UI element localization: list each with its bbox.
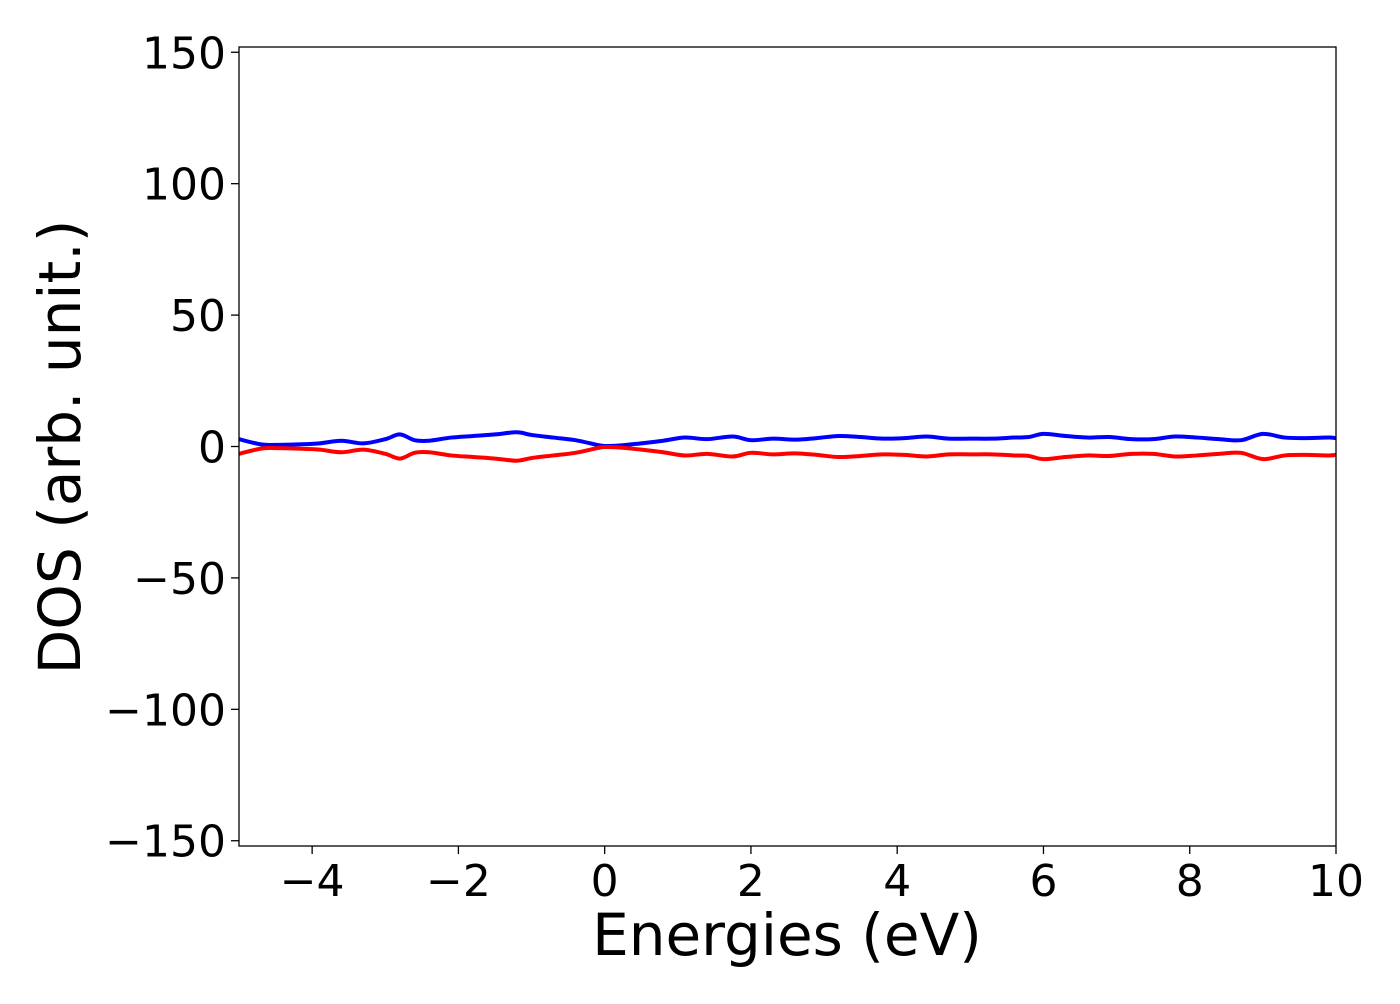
y-tick-label: 150 <box>142 28 226 79</box>
x-tick-label: 0 <box>591 856 619 907</box>
y-axis: 150 100 50 0 −50 −100 −150 <box>105 28 239 868</box>
x-axis-label: Energies (eV) <box>592 901 982 969</box>
x-tick-label: 10 <box>1308 856 1364 907</box>
x-tick-label: 6 <box>1029 856 1057 907</box>
x-tick-label: 8 <box>1176 856 1204 907</box>
series-line-red <box>239 445 1336 463</box>
y-tick-label: −100 <box>105 685 226 736</box>
y-tick-label: 50 <box>170 291 226 342</box>
x-tick-label: −4 <box>280 856 345 907</box>
y-tick-label: 100 <box>142 160 226 211</box>
x-tick-label: −2 <box>426 856 491 907</box>
series-line-blue <box>239 430 1336 448</box>
y-tick-label: −50 <box>133 554 226 605</box>
x-axis: −4 −2 0 2 4 6 8 10 <box>280 846 1364 907</box>
x-tick-label: 2 <box>737 856 765 907</box>
y-axis-label: DOS (arb. unit.) <box>26 220 94 675</box>
y-tick-label: −150 <box>105 817 226 868</box>
series-layer <box>239 430 1336 463</box>
x-tick-label: 4 <box>883 856 911 907</box>
y-tick-label: 0 <box>198 423 226 474</box>
